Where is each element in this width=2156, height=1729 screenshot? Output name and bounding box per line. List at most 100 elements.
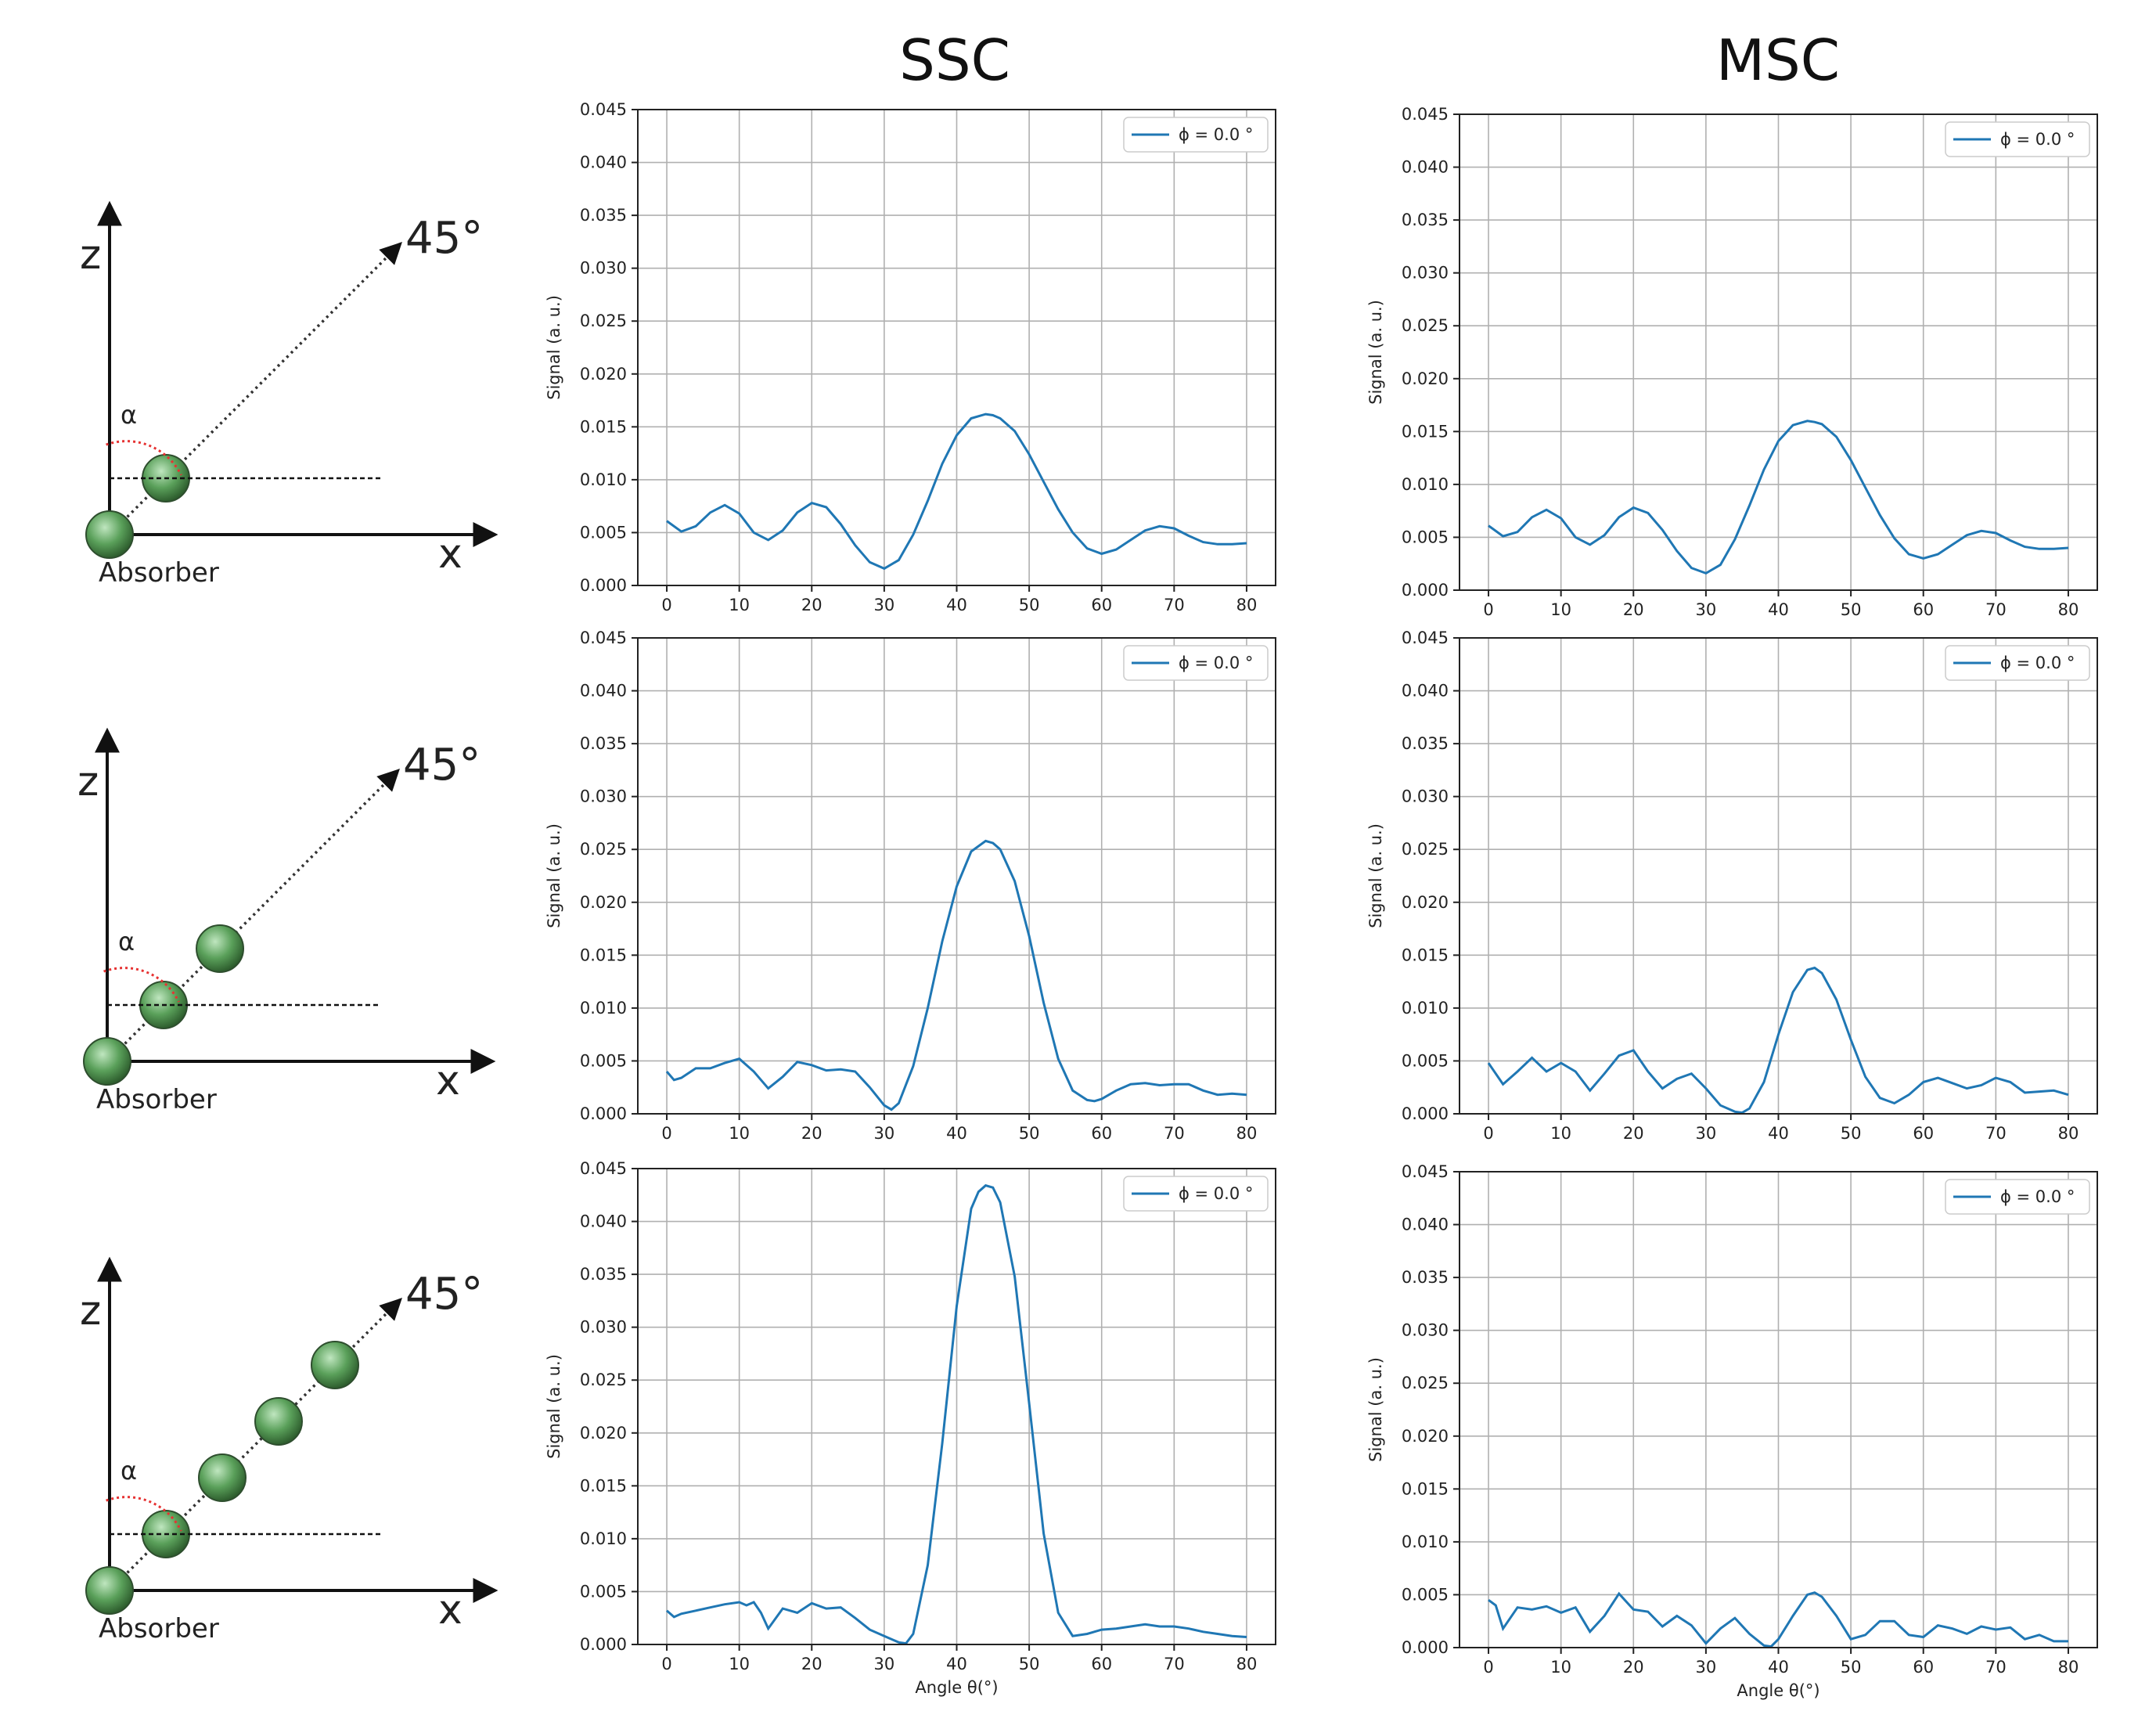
series-line — [1488, 1591, 2068, 1648]
x-tick-label: 40 — [1768, 1124, 1789, 1143]
x-tick-label: 0 — [661, 1655, 671, 1673]
alpha-label: α — [118, 927, 135, 956]
x-tick-label: 50 — [1841, 1658, 1862, 1677]
y-axis-label: Signal (a. u.) — [1366, 1357, 1385, 1462]
absorber-label: Absorber — [99, 1613, 219, 1644]
y-tick-label: 0.045 — [580, 629, 627, 647]
geometry-diagrams: z x 45° α Absorber z x 45° α Absorber z x 45° α Absorb… — [77, 200, 499, 1644]
series-line — [1488, 420, 2069, 575]
x-tick-label: 0 — [1483, 600, 1493, 619]
y-axis-label: Signal (a. u.) — [1366, 823, 1385, 928]
legend-box — [1123, 1176, 1269, 1212]
x-tick-label: 70 — [1985, 1658, 2007, 1677]
x-tick-label: 60 — [1091, 1655, 1112, 1673]
y-tick-label: 0.000 — [1402, 1104, 1449, 1123]
legend-box — [1945, 1179, 2090, 1215]
x-tick-label: 60 — [1913, 1658, 1934, 1677]
angle-label: 45° — [405, 213, 483, 264]
x-tick-label: 80 — [1236, 596, 1258, 614]
x-tick-label: 10 — [1550, 1124, 1571, 1143]
x-tick-label: 60 — [1913, 600, 1934, 619]
y-tick-label: 0.015 — [1402, 946, 1449, 964]
y-tick-label: 0.005 — [580, 523, 627, 542]
y-tick-label: 0.015 — [1402, 1479, 1449, 1498]
x-tick-label: 50 — [1019, 1124, 1040, 1143]
y-tick-label: 0.030 — [1402, 1321, 1449, 1340]
x-tick-label: 70 — [1985, 600, 2007, 619]
y-tick-label: 0.040 — [1402, 1216, 1449, 1234]
x-axis-label: Angle θ(°) — [915, 1678, 998, 1697]
y-tick-label: 0.030 — [1402, 264, 1449, 283]
y-tick-label: 0.045 — [580, 1159, 627, 1178]
x-tick-label: 60 — [1091, 596, 1112, 614]
y-tick-label: 0.025 — [580, 312, 627, 330]
y-tick-label: 0.005 — [1402, 528, 1449, 546]
y-tick-label: 0.000 — [1402, 1638, 1449, 1657]
geometry-diagram: z x 45° α Absorber — [80, 200, 499, 589]
z-axis-label: z — [80, 1288, 101, 1335]
x-tick-label: 80 — [1236, 1655, 1258, 1673]
y-tick-label: 0.035 — [580, 206, 627, 225]
y-tick-label: 0.045 — [1402, 629, 1449, 647]
y-tick-label: 0.040 — [580, 682, 627, 701]
x-tick-label: 0 — [1483, 1124, 1493, 1143]
legend-label: ϕ = 0.0 ° — [2000, 654, 2075, 672]
y-tick-label: 0.020 — [1402, 1427, 1449, 1446]
legend-box — [1123, 117, 1269, 153]
y-tick-label: 0.020 — [580, 893, 627, 912]
angle-label: 45° — [403, 740, 481, 791]
geometry-diagram: z x 45° α Absorber — [80, 1256, 499, 1644]
y-tick-label: 0.020 — [1402, 369, 1449, 388]
atom — [85, 1566, 134, 1615]
y-tick-label: 0.035 — [1402, 734, 1449, 753]
atom — [254, 1397, 303, 1446]
y-tick-label: 0.005 — [1402, 1051, 1449, 1070]
alpha-label: α — [121, 400, 137, 430]
x-tick-label: 20 — [801, 1655, 822, 1673]
x-tick-label: 20 — [801, 596, 822, 614]
x-tick-label: 50 — [1841, 1124, 1862, 1143]
y-tick-label: 0.030 — [580, 1318, 627, 1337]
legend-label: ϕ = 0.0 ° — [2000, 1187, 2075, 1206]
y-tick-label: 0.010 — [1402, 475, 1449, 494]
y-tick-label: 0.040 — [580, 153, 627, 172]
x-tick-label: 30 — [1696, 1124, 1717, 1143]
legend-box — [1945, 121, 2090, 157]
x-tick-label: 70 — [1985, 1124, 2007, 1143]
y-tick-label: 0.020 — [1402, 893, 1449, 912]
y-tick-label: 0.025 — [1402, 1374, 1449, 1392]
y-tick-label: 0.010 — [580, 1529, 627, 1548]
x-tick-label: 70 — [1164, 1655, 1185, 1673]
y-tick-label: 0.025 — [1402, 316, 1449, 335]
x-tick-label: 60 — [1091, 1124, 1112, 1143]
x-tick-label: 10 — [729, 596, 750, 614]
y-tick-label: 0.040 — [580, 1212, 627, 1231]
x-tick-label: 40 — [946, 1124, 967, 1143]
y-tick-label: 0.035 — [580, 734, 627, 753]
y-tick-label: 0.020 — [580, 365, 627, 384]
x-tick-label: 80 — [2058, 1658, 2079, 1677]
legend-label: ϕ = 0.0 ° — [1179, 125, 1253, 144]
x-tick-label: 10 — [1550, 600, 1571, 619]
series-line — [665, 839, 1247, 1111]
x-tick-label: 60 — [1913, 1124, 1934, 1143]
y-tick-label: 0.005 — [580, 1582, 627, 1601]
charts: 0 10 20 30 40 50 60 70 80 0.000 0.005 0.010 0.015 0.0… — [545, 100, 2098, 1700]
y-tick-label: 0.045 — [580, 100, 627, 119]
x-tick-label: 40 — [1768, 600, 1789, 619]
series-line — [666, 412, 1247, 571]
x-tick-label: 40 — [1768, 1658, 1789, 1677]
y-tick-label: 0.025 — [580, 840, 627, 859]
alpha-arc — [103, 967, 180, 1003]
y-tick-label: 0.015 — [1402, 422, 1449, 441]
y-tick-label: 0.005 — [580, 1051, 627, 1070]
x-tick-label: 30 — [1696, 1658, 1717, 1677]
chart-panel: 0 10 20 30 40 50 60 70 80 0.000 0.005 0.010 0.015 0.0… — [1366, 105, 2098, 619]
legend-box — [1123, 645, 1269, 681]
z-axis-label: z — [77, 758, 99, 805]
alpha-arc — [106, 1496, 182, 1532]
x-tick-label: 70 — [1164, 596, 1185, 614]
y-tick-label: 0.040 — [1402, 682, 1449, 701]
atom — [83, 1037, 131, 1086]
